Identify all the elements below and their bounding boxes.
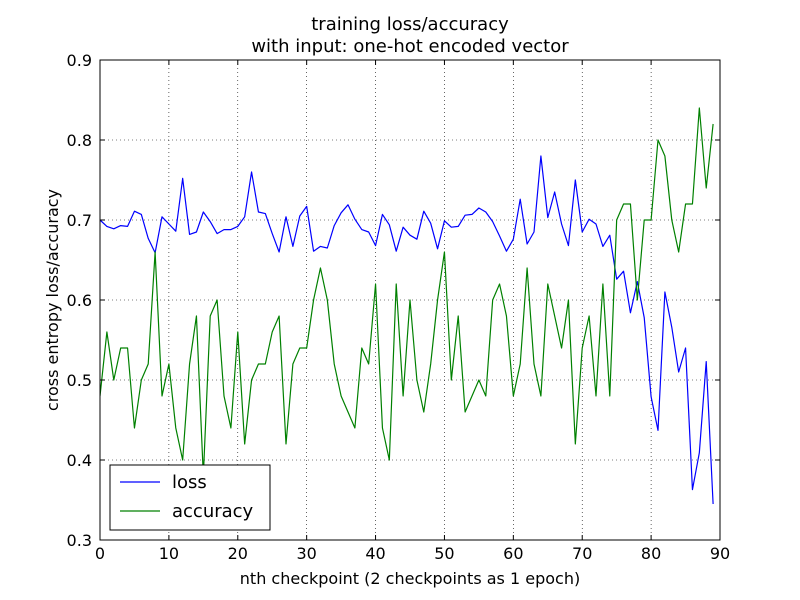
series-layer xyxy=(100,107,714,505)
y-tick-label: 0.9 xyxy=(67,51,92,70)
series-line-loss xyxy=(100,155,714,505)
x-axis-label: nth checkpoint (2 checkpoints as 1 epoch… xyxy=(240,569,580,588)
x-tick-label: 40 xyxy=(365,544,385,563)
chart-title: training loss/accuracy xyxy=(311,14,509,35)
x-tick-label: 70 xyxy=(572,544,592,563)
y-axis-label: cross entropy loss/accuracy xyxy=(43,189,62,411)
y-tick-label: 0.5 xyxy=(67,371,92,390)
legend-loss-label: loss xyxy=(172,472,207,493)
x-tick-label: 30 xyxy=(296,544,316,563)
legend-box xyxy=(109,464,271,531)
y-tick-label: 0.3 xyxy=(67,531,92,550)
legend-accuracy-label: accuracy xyxy=(172,501,254,522)
y-tick-label: 0.4 xyxy=(67,451,92,470)
ticks: 0 10 20 30 40 50 60 70 80 90 0.3 0.4 0.5 0.6 0.7 0.8 0.9 xyxy=(67,51,731,563)
x-tick-label: 20 xyxy=(228,544,248,563)
x-tick-label: 90 xyxy=(710,544,730,563)
y-tick-label: 0.6 xyxy=(67,291,92,310)
y-tick-label: 0.7 xyxy=(67,211,92,230)
y-tick-label: 0.8 xyxy=(67,131,92,150)
legend: loss accuracy xyxy=(109,464,271,531)
x-tick-label: 60 xyxy=(503,544,523,563)
series-line-accuracy xyxy=(100,107,714,477)
chart-subtitle: with input: one-hot encoded vector xyxy=(251,36,569,57)
x-tick-label: 50 xyxy=(434,544,454,563)
x-tick-label: 10 xyxy=(159,544,179,563)
x-tick-label: 0 xyxy=(95,544,105,563)
x-tick-label: 80 xyxy=(641,544,661,563)
